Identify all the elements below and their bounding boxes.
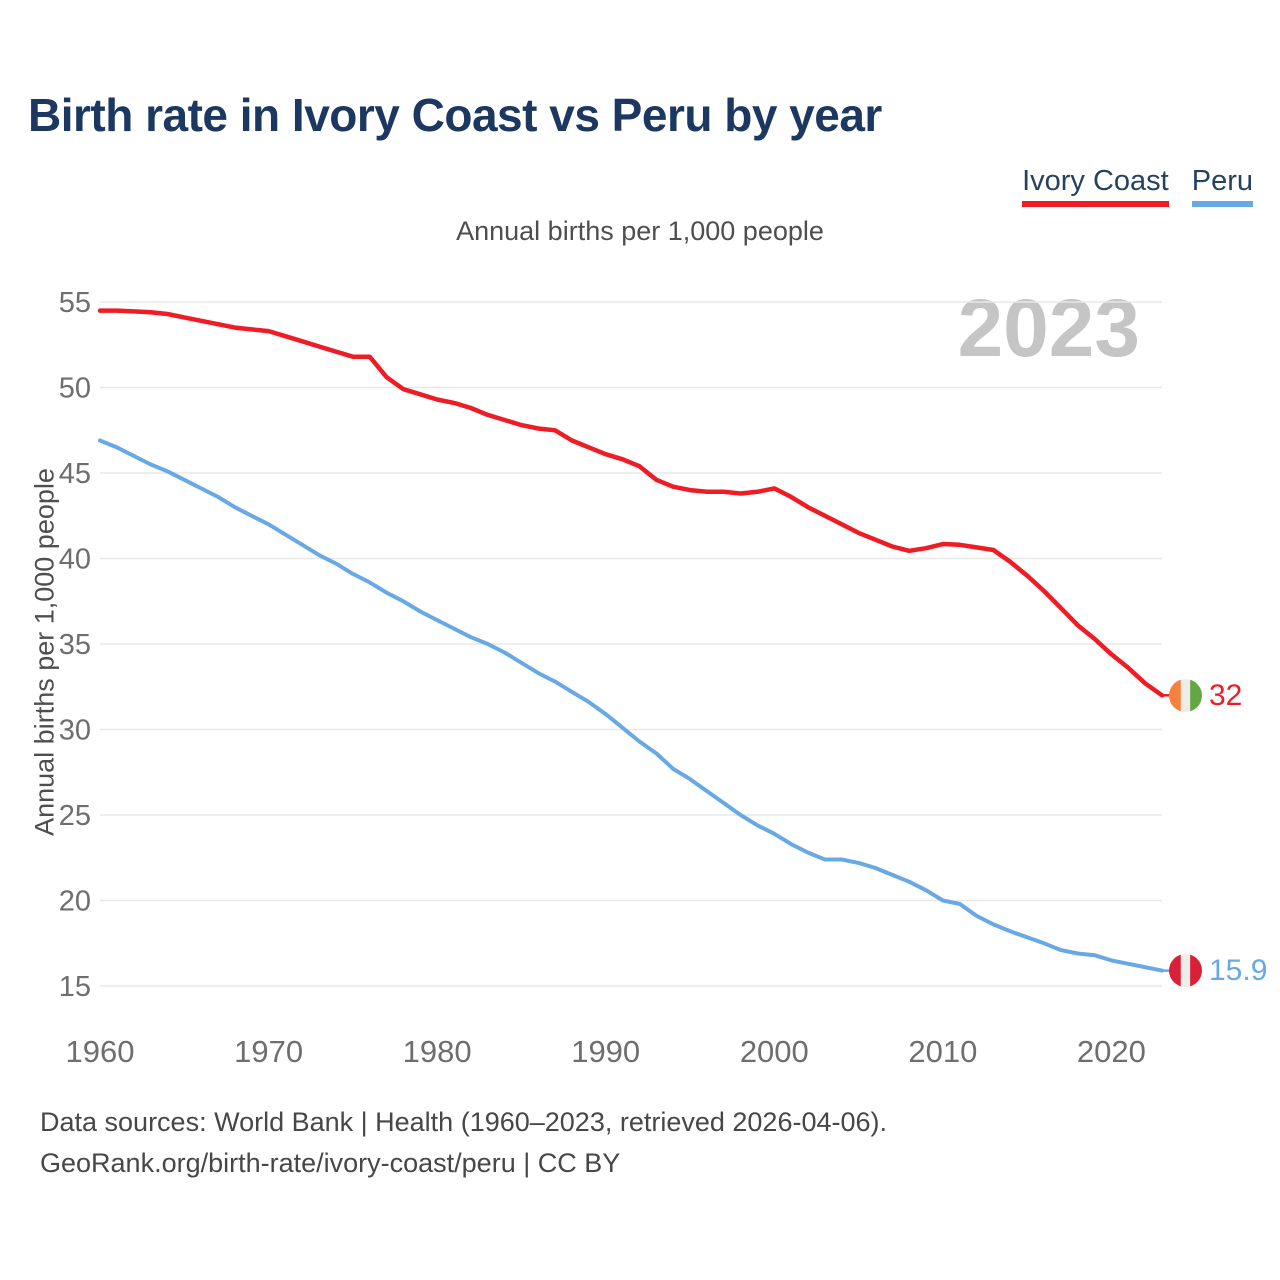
legend-label-ivory-coast: Ivory Coast xyxy=(1022,165,1169,197)
peru-flag-icon xyxy=(1169,954,1202,987)
chart-subtitle: Annual births per 1,000 people xyxy=(456,216,824,246)
ivory-coast-end-value: 32 xyxy=(1209,678,1243,712)
y-tick-label-15: 15 xyxy=(59,971,91,1003)
y-tick-label-55: 55 xyxy=(59,287,91,319)
y-tick-label-25: 25 xyxy=(59,800,91,832)
y-tick-label-40: 40 xyxy=(59,544,91,576)
y-tick-label-20: 20 xyxy=(59,886,91,918)
peru-line xyxy=(98,438,1164,973)
peru-end-label: 15.9 xyxy=(1169,954,1267,987)
ivory-coast-line xyxy=(97,308,1165,698)
legend-item-peru[interactable]: Peru xyxy=(1191,165,1253,208)
footer-sources-line: Data sources: World Bank | Health (1960–… xyxy=(40,1107,887,1137)
x-tick-label-2020: 2020 xyxy=(1077,1034,1146,1069)
x-tick-label-1990: 1990 xyxy=(571,1034,640,1069)
legend-label-peru: Peru xyxy=(1191,165,1253,197)
x-tick-label-1980: 1980 xyxy=(403,1034,472,1069)
peru-end-value: 15.9 xyxy=(1209,953,1268,987)
y-tick-label-50: 50 xyxy=(59,373,91,405)
legend-item-ivory-coast[interactable]: Ivory Coast xyxy=(1022,165,1169,208)
ivory-coast-flag-icon xyxy=(1169,679,1202,712)
watermark-year: 2023 xyxy=(957,283,1140,374)
legend-underline-peru xyxy=(1191,201,1253,208)
chart-title: Birth rate in Ivory Coast vs Peru by yea… xyxy=(28,89,882,141)
y-tick-label-30: 30 xyxy=(59,715,91,747)
x-tick-label-2010: 2010 xyxy=(908,1034,977,1069)
ivory-coast-end-label: 32 xyxy=(1169,679,1242,712)
y-tick-label-35: 35 xyxy=(59,629,91,661)
x-tick-label-2000: 2000 xyxy=(740,1034,809,1069)
footer-attribution-line: GeoRank.org/birth-rate/ivory-coast/peru … xyxy=(40,1148,621,1178)
y-tick-label-45: 45 xyxy=(59,458,91,490)
legend-underline-ivory-coast xyxy=(1022,201,1169,208)
footer: Data sources: World Bank | Health (1960–… xyxy=(40,1102,887,1184)
x-tick-label-1960: 1960 xyxy=(66,1034,135,1069)
x-tick-label-1970: 1970 xyxy=(234,1034,303,1069)
legend: Ivory Coast Peru xyxy=(1022,165,1253,208)
